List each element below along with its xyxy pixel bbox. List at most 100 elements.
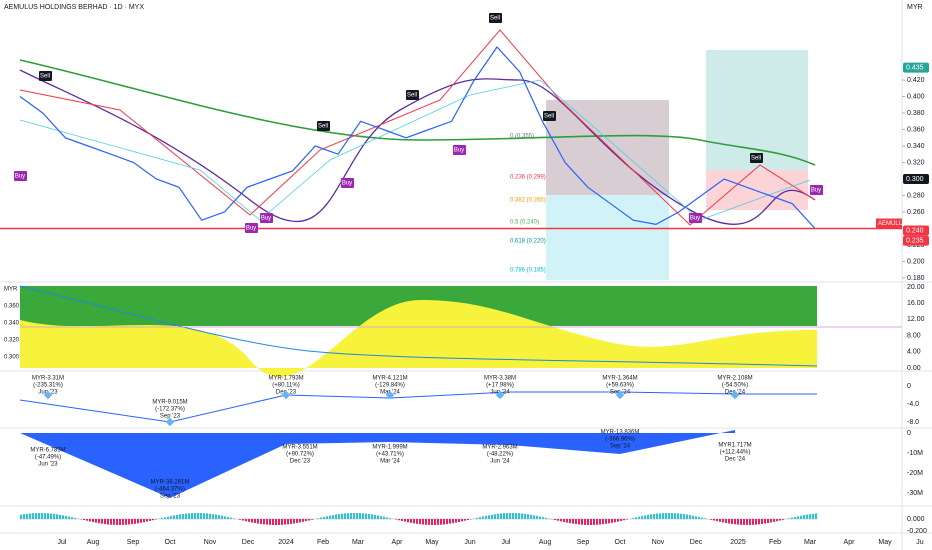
- trail-red: [19, 29, 816, 226]
- osc-right-label: 20.00: [907, 284, 925, 291]
- y-tick-label: 0.320: [907, 159, 925, 166]
- area-axis: 0: [907, 430, 911, 437]
- hist-bar: [758, 519, 760, 525]
- earnings-note: (-172.37%): [155, 407, 185, 413]
- earn-axis: 0: [907, 383, 911, 390]
- area-axis: -10M: [907, 450, 923, 457]
- hist-bar: [728, 519, 730, 524]
- hist-bar: [26, 513, 28, 519]
- hist-bar: [524, 513, 526, 519]
- hist-bar: [74, 517, 76, 519]
- hist-bar: [146, 519, 148, 522]
- hist-bar: [533, 515, 535, 519]
- hist-bar: [419, 519, 421, 525]
- hist-bar: [104, 519, 106, 525]
- signal: Sell: [40, 74, 50, 80]
- hist-bar: [275, 519, 277, 525]
- hist-bar: [620, 519, 622, 521]
- hist-bar: [251, 519, 253, 523]
- earnings-note: Sep '23: [160, 414, 181, 420]
- y-tick-label: 0.420: [907, 77, 925, 84]
- hist-bar: [272, 519, 274, 525]
- hist-bar: [815, 513, 817, 519]
- hist-bar: [545, 517, 547, 519]
- signal-bg: [750, 153, 763, 163]
- signal-bg: [317, 121, 330, 131]
- y-tick-label: 0.280: [907, 192, 925, 199]
- hist-bar: [725, 519, 727, 523]
- hist-bar: [95, 519, 97, 523]
- area-note: MYR-1.999M: [372, 445, 407, 451]
- hist-bar: [536, 515, 538, 519]
- hist-bar: [458, 519, 460, 523]
- hist-bar: [347, 513, 349, 519]
- hist-bar: [641, 516, 643, 519]
- osc-right-label: 8.00: [907, 332, 921, 339]
- hist-bar: [566, 519, 568, 523]
- hist-bar: [626, 519, 628, 520]
- hist-bar: [407, 519, 409, 523]
- hist-bar: [194, 513, 196, 519]
- hist-bar: [662, 513, 664, 519]
- hist-bar: [452, 519, 454, 524]
- signal-bg: [689, 213, 702, 223]
- signal: Sell: [490, 16, 500, 22]
- hist-bar: [635, 517, 637, 519]
- hist-bar: [530, 514, 532, 519]
- earn-axis: -4.0: [907, 401, 919, 408]
- signal-bg: [453, 145, 466, 155]
- hist-bar: [311, 519, 313, 520]
- price-tag: [903, 225, 929, 236]
- hist-bar: [437, 519, 439, 525]
- fib-label: 0 (0.355): [510, 134, 534, 140]
- hist-bar: [167, 516, 169, 519]
- hist-bar: [794, 516, 796, 519]
- hist-bar: [764, 519, 766, 524]
- hist-bar: [686, 514, 688, 519]
- x-tick-label: 2024: [278, 539, 294, 546]
- hist-bar: [788, 518, 790, 519]
- signal-bg: [406, 90, 419, 100]
- price-tag: [903, 235, 929, 246]
- hist-bar: [572, 519, 574, 524]
- hist-bar: [395, 519, 397, 520]
- price-line: [19, 46, 816, 229]
- hist-bar: [692, 515, 694, 519]
- area-note: (+43.71%): [376, 452, 404, 458]
- area-note: Jun '23: [38, 462, 58, 468]
- hist-bar: [47, 513, 49, 519]
- hist-bar: [284, 519, 286, 525]
- hist-bar: [230, 517, 232, 519]
- hist-bar: [254, 519, 256, 524]
- price-tag-label: 0.435: [906, 64, 924, 71]
- area-note: MYR-6.783M: [30, 448, 65, 454]
- hist-bar: [29, 513, 31, 519]
- area-note: Sep '24: [610, 444, 631, 450]
- x-tick-label: 2025: [730, 539, 746, 546]
- hist-bar: [377, 515, 379, 519]
- area-note: (-47.49%): [35, 455, 61, 461]
- hist-bar: [326, 516, 328, 519]
- signal: Buy: [342, 181, 352, 187]
- hist-bar: [602, 519, 604, 525]
- hist-bar: [329, 515, 331, 519]
- hist-bar: [737, 519, 739, 525]
- signal-bg: [543, 111, 556, 121]
- area-axis: -20M: [907, 470, 923, 477]
- hist-bar: [698, 516, 700, 519]
- x-tick-label: May: [878, 539, 892, 546]
- earnings-area: [20, 430, 735, 498]
- area-note: Dec '24: [725, 457, 746, 463]
- hist-bar: [740, 519, 742, 525]
- hist-bar: [590, 519, 592, 525]
- x-tick-label: Mar: [352, 539, 365, 546]
- dynamic: 0.420 0.400 0.380 0.360 0.340 0.320 0.280 0.260…: [0, 13, 929, 546]
- hist-bar: [539, 516, 541, 519]
- x-tick-label: Nov: [204, 539, 217, 546]
- osc-left-label: 0.360: [4, 304, 20, 310]
- osc-left-label: MYR: [4, 287, 18, 293]
- hist-bar: [224, 516, 226, 519]
- hist-bar: [752, 519, 754, 525]
- hist-bar: [191, 513, 193, 519]
- signal: Sell: [407, 93, 417, 99]
